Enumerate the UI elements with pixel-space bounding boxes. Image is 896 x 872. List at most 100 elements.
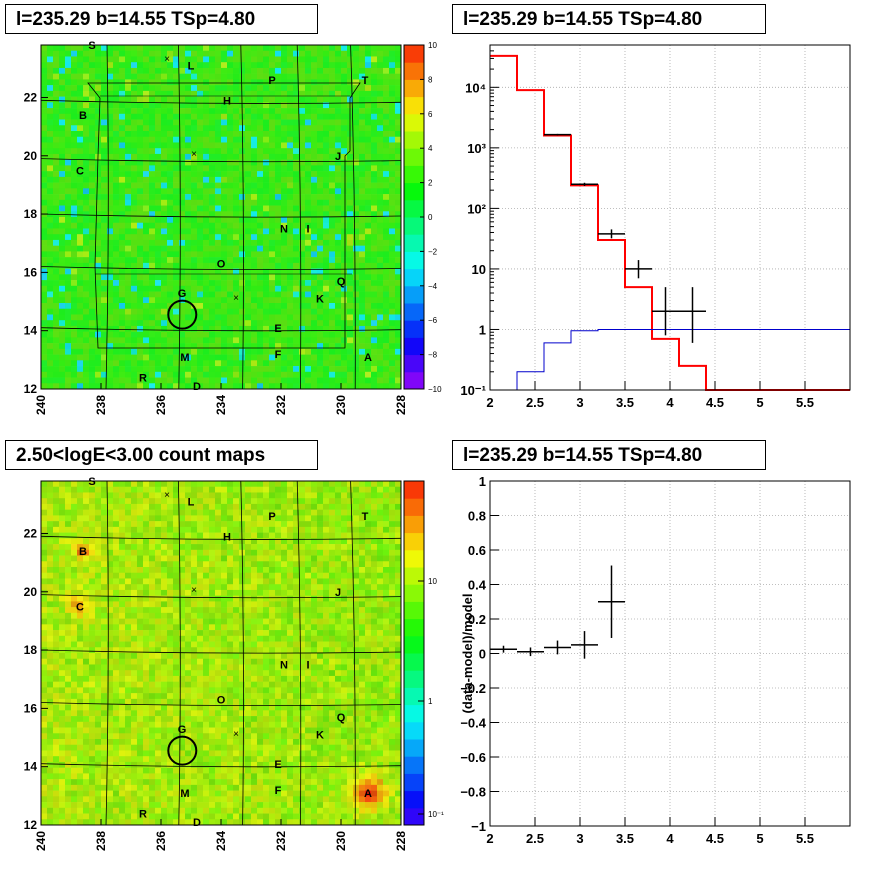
panel-title-tr: l=235.29 b=14.55 TSp=4.80 <box>452 4 766 34</box>
y-tick-label: 10³ <box>467 141 486 156</box>
source-label: T <box>362 511 369 523</box>
colorbar-swatch <box>404 199 424 218</box>
model-histogram <box>490 54 850 391</box>
y-tick-label: −0.4 <box>460 716 486 731</box>
panel-title-br: l=235.29 b=14.55 TSp=4.80 <box>452 440 766 470</box>
colorbar-swatch <box>404 807 424 826</box>
colorbar-swatch <box>404 739 424 757</box>
x-tick-label: 234 <box>214 831 228 851</box>
spectrum-panel: 2 2.5 3 3.5 4 4.5 5 5.5 10⁻¹ 1 10 10² 10³ 10⁴ <box>460 44 851 410</box>
colorbar-swatch <box>404 113 424 132</box>
x-tick-label: 3.5 <box>616 831 634 846</box>
colorbar-swatch <box>404 687 424 706</box>
colorbar-swatch <box>404 704 424 723</box>
colorbar-swatch <box>404 584 424 602</box>
source-label: S <box>88 40 95 52</box>
source-label: G <box>178 724 187 736</box>
y-tick-label: 12 <box>24 818 38 832</box>
y-tick-label: 18 <box>24 643 38 657</box>
source-label: K <box>316 294 324 306</box>
y-tick-label: 0.4 <box>468 578 487 593</box>
source-label: F <box>275 785 282 797</box>
colorbar-swatch <box>404 670 424 688</box>
source-label: B <box>79 546 87 558</box>
background-histogram <box>490 328 850 391</box>
colorbar-swatch <box>404 721 424 740</box>
colorbar-frame <box>403 480 425 826</box>
x-tick-label: 234 <box>214 395 228 415</box>
source-label: P <box>268 75 275 87</box>
x-tick-label: 2 <box>486 831 493 846</box>
cross-marker: × <box>233 293 239 304</box>
x-tick-label: 2.5 <box>526 831 544 846</box>
y-tick-label: 0.6 <box>468 543 486 558</box>
colorbar-swatch <box>404 790 424 809</box>
colorbar-swatch <box>404 285 424 304</box>
source-label: O <box>217 695 226 707</box>
source-label: C <box>76 165 84 177</box>
y-tick-label: 18 <box>24 207 38 221</box>
colorbar-swatch <box>404 79 424 98</box>
y-tick-label: −0.8 <box>460 785 486 800</box>
colorbar-swatch <box>404 756 424 774</box>
colorbar-swatch <box>404 62 424 80</box>
roi-boundary <box>87 82 361 349</box>
source-label: M <box>180 352 189 364</box>
x-tick-label: 236 <box>154 395 168 415</box>
source-label: E <box>274 759 281 771</box>
y-tick-label: 0.8 <box>468 509 486 524</box>
roi-boundary-inner <box>95 95 352 275</box>
x-tick-label: 4 <box>666 831 674 846</box>
source-label: R <box>139 372 147 384</box>
colorbar-swatch <box>404 601 424 620</box>
x-tick-label: 232 <box>274 395 288 415</box>
cross-marker: × <box>164 54 170 65</box>
count-map-panel: × × × S L P T H B J C N I O Q G K E M F A R D 240 238 236 234 232 23… <box>24 476 444 851</box>
colorbar-swatch <box>404 148 424 166</box>
source-label: N <box>280 660 288 672</box>
colorbar-swatch <box>404 165 424 184</box>
colorbar-swatch <box>404 635 424 654</box>
source-label: K <box>316 730 324 742</box>
source-label: H <box>223 95 231 107</box>
x-tick-label: 230 <box>334 395 348 415</box>
colorbar-label: −10 <box>428 385 442 394</box>
map-grid <box>40 480 402 826</box>
y-tick-label: 1 <box>479 322 486 337</box>
colorbar-label: −4 <box>428 282 438 291</box>
x-tick-label: 4 <box>666 395 674 410</box>
colorbar-swatch <box>404 268 424 287</box>
colorbar-swatch <box>404 653 424 671</box>
source-label: J <box>335 587 341 599</box>
colorbar-swatch <box>404 303 424 321</box>
x-tick-label: 236 <box>154 831 168 851</box>
x-tick-label: 238 <box>94 395 108 415</box>
source-label: S <box>88 476 95 488</box>
map-pixels <box>41 481 402 826</box>
source-label: A <box>364 352 372 364</box>
colorbar-swatch <box>404 618 424 637</box>
source-label: R <box>139 808 147 820</box>
colorbar-label: −6 <box>428 316 438 325</box>
y-axis-label: (data-model)/model <box>460 594 475 714</box>
source-label: D <box>193 817 201 829</box>
y-tick-label: −0.2 <box>460 681 486 696</box>
source-label: I <box>306 224 309 236</box>
y-tick-label: 22 <box>24 526 38 540</box>
colorbar-swatch <box>404 217 424 235</box>
map-pixels <box>41 45 402 390</box>
colorbar-swatch <box>404 251 424 270</box>
y-tick-label: 12 <box>24 382 38 396</box>
x-tick-label: 2 <box>486 395 493 410</box>
colorbar-label: 10 <box>428 577 437 586</box>
y-tick-label: 16 <box>24 265 38 279</box>
colorbar-label: 1 <box>428 697 433 706</box>
x-tick-label: 240 <box>34 395 48 415</box>
colorbar-swatch <box>404 567 424 585</box>
x-tick-label: 240 <box>34 831 48 851</box>
source-label: T <box>362 75 369 87</box>
x-tick-label: 4.5 <box>706 831 724 846</box>
colorbar-swatch <box>404 549 424 568</box>
y-tick-label: 0 <box>479 647 486 662</box>
